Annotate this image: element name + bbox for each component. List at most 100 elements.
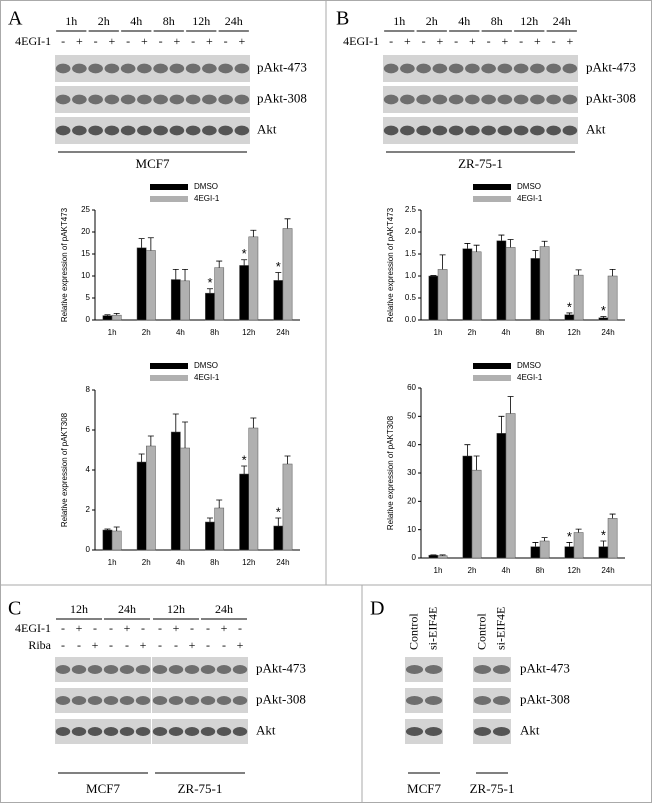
x-tick-label: 4h [176,558,185,567]
y-tick-label: 40 [407,440,416,449]
blot-strip [152,657,248,682]
bar [607,518,618,559]
significance-mark: * [567,299,572,314]
cell-line-label: MCF7 [407,781,441,796]
y-tick-label: 0 [412,553,417,562]
blot-band [234,94,250,105]
blot-band [216,665,232,674]
bar [505,413,516,559]
error-bar [609,513,616,519]
x-tick-label: 12h [567,566,580,575]
treatment-sign: + [92,638,99,652]
blot-band [424,665,443,674]
legend-label: DMSO [194,182,218,191]
error-bar [206,288,213,294]
blot-band [135,665,151,674]
y-tick-label: 15 [81,249,90,258]
significance-mark: * [242,246,247,261]
blot-strip [383,55,578,82]
treatment-label: 4EGI-1 [343,34,379,48]
y-tick-label: 20 [407,496,416,505]
bar [607,275,618,321]
bar [505,247,516,321]
blot-band [448,63,464,74]
blot-band [432,63,448,74]
bar [437,269,448,321]
bar [282,463,293,551]
legend-label: DMSO [517,182,541,191]
blot-band [424,727,443,736]
bar [471,251,482,321]
blot-band [169,94,185,105]
significance-mark: * [601,527,606,542]
blot-band [120,94,136,105]
blot-band [465,125,480,136]
treatment-sign: - [158,621,162,635]
blot-band [497,94,513,105]
blot-band [185,125,201,136]
treatment-sign: + [76,34,83,48]
bar [248,236,259,321]
treatment-sign: - [141,621,145,635]
y-tick-label: 10 [81,271,90,280]
error-bar [575,528,582,533]
blot-band [168,696,184,705]
blot-band [87,696,103,705]
error-bar [113,313,120,316]
band-label: Akt [257,121,277,136]
treatment-sign: + [173,34,180,48]
blot-band [465,94,480,105]
time-label: 8h [491,14,503,28]
legend-label: 4EGI-1 [194,373,220,382]
blot-strip [55,117,250,144]
blot-band [202,94,217,105]
bar [564,546,575,559]
y-tick-label: 0.5 [405,293,417,302]
y-tick-label: 2.0 [405,227,417,236]
legend-label: 4EGI-1 [517,373,543,382]
y-tick-label: 1.5 [405,249,417,258]
significance-mark: * [276,259,281,274]
bar [136,461,147,551]
error-bar [182,421,189,448]
treatment-sign: - [190,621,194,635]
blot-band [400,63,415,74]
treatment-sign: - [222,638,226,652]
blot-band [72,94,87,105]
significance-mark: * [276,504,281,519]
y-axis-label: Relative expression of pAKT473 [60,207,69,322]
legend-swatch [150,184,188,190]
bar [598,317,609,321]
blot-band [202,125,217,136]
error-bar [600,540,607,547]
treatment-sign: - [454,34,458,48]
legend-label: DMSO [194,361,218,370]
blot-band [448,125,464,136]
band-label: pAkt-308 [520,691,570,706]
x-tick-label: 2h [468,328,477,337]
treatment-sign: + [404,34,411,48]
time-label: 24h [225,14,243,28]
time-label: 12h [167,602,185,616]
x-tick-label: 24h [601,328,614,337]
blot-band [72,63,87,74]
blot-band [120,63,136,74]
band-label: Akt [256,722,276,737]
treatment-sign: - [238,621,242,635]
y-tick-label: 10 [407,525,416,534]
blot-band [383,125,399,136]
legend-swatch [150,196,188,202]
blot-band [234,125,250,136]
treatment-sign: - [487,34,491,48]
error-bar [507,239,514,248]
blot-strip [383,117,578,144]
blot-strip [55,719,151,744]
time-label: 24h [118,602,136,616]
error-bar [600,316,607,318]
lane-label: Control [406,613,420,650]
treatment-sign: - [224,34,228,48]
x-tick-label: 24h [276,328,289,337]
blot-band [104,94,120,105]
blot-strip [55,688,151,713]
panel-letter: D [370,598,384,620]
